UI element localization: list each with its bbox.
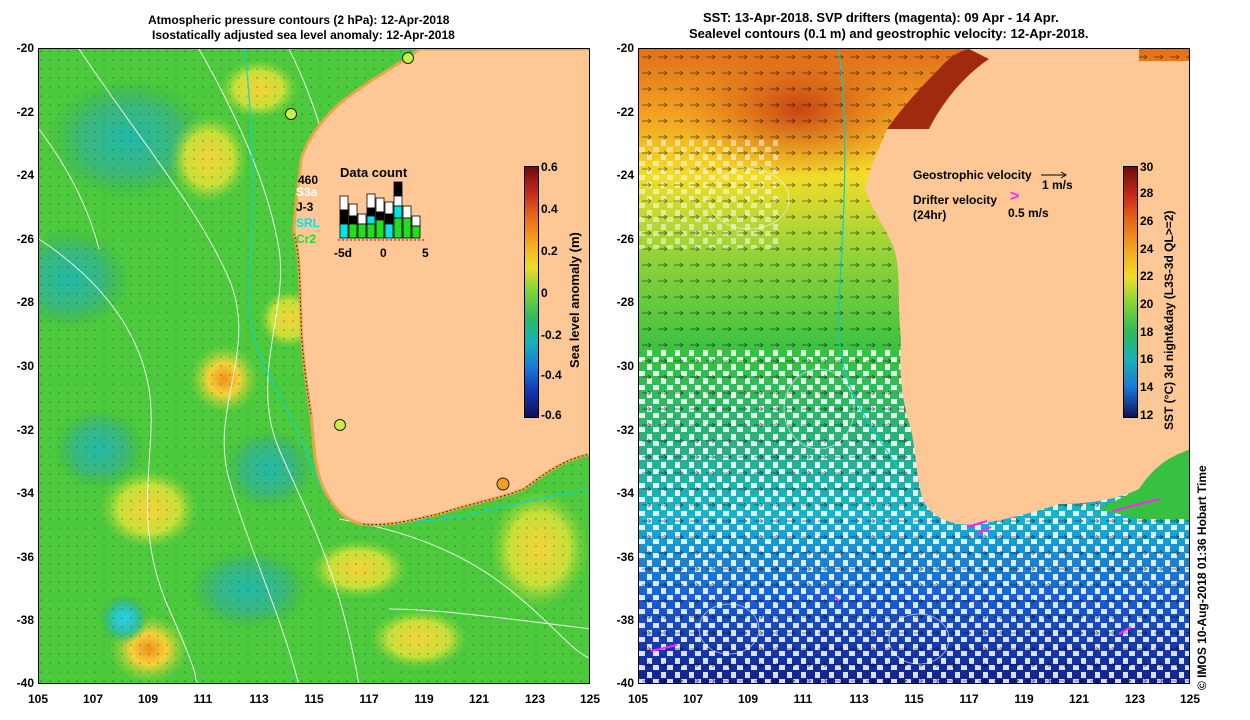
colorbar-tick: 24 (1140, 242, 1154, 256)
colorbar-tick: -0.2 (541, 328, 562, 342)
colorbar-tick: 14 (1140, 380, 1154, 394)
left-y-tick: -28 (16, 295, 34, 309)
left-x-tick: 119 (414, 692, 434, 706)
sea-level-colorbar (524, 166, 539, 418)
right-x-tick: 113 (849, 692, 869, 706)
right-x-tick: 123 (1124, 692, 1146, 706)
right-y-tick: -40 (616, 676, 634, 690)
drifter-arrow-icon: > (1010, 188, 1020, 205)
right-y-tick: -34 (616, 486, 634, 500)
left-y-tick: -34 (16, 486, 34, 500)
right-x-tick: 111 (793, 692, 813, 706)
sst-map (638, 48, 1190, 684)
data-count-title: Data count (340, 165, 408, 180)
right-x-tick: 125 (1179, 692, 1201, 706)
drifter-velocity-label: Drifter velocity (913, 193, 998, 207)
colorbar-tick: -0.4 (541, 368, 562, 382)
satellite-s3a: S3a (296, 185, 318, 199)
right-x-tick: 105 (627, 692, 649, 706)
colorbar-tick: 0.2 (541, 244, 558, 258)
left-y-tick: -22 (16, 105, 34, 119)
left-x-tick: 117 (359, 692, 379, 706)
left-x-tick: 125 (579, 692, 601, 706)
right-title-line-1: SST: 13-Apr-2018. SVP drifters (magenta)… (703, 10, 1059, 25)
drifter-velocity-period: (24hr) (913, 208, 947, 222)
colorbar-tick: 12 (1140, 408, 1154, 422)
histogram-x-label: 5 (422, 246, 429, 260)
right-y-tick: -24 (616, 168, 634, 182)
right-title-line-2: Sealevel contours (0.1 m) and geostrophi… (689, 26, 1089, 41)
tide-gauge-marker (402, 52, 414, 64)
sea-level-colorbar-label: Sea level anomaly (m) (567, 232, 582, 368)
tide-gauge-marker (334, 419, 346, 431)
right-x-tick: 119 (1014, 692, 1034, 706)
right-y-tick: -32 (616, 423, 634, 437)
tide-gauge-marker (285, 108, 297, 120)
histogram-x-label: -5d (334, 246, 352, 260)
left-y-tick: -36 (16, 550, 34, 564)
colorbar-tick: 20 (1140, 297, 1154, 311)
left-x-tick: 121 (468, 692, 490, 706)
histogram-x-label: 0 (380, 246, 387, 260)
sst-colorbar (1123, 166, 1138, 418)
right-y-tick: -30 (616, 359, 634, 373)
right-x-tick: 115 (904, 692, 924, 706)
sst-map-graphic (639, 49, 1189, 683)
right-y-tick: -20 (616, 41, 634, 55)
satellite-srl: SRL (296, 216, 320, 230)
left-y-tick: -24 (16, 168, 34, 182)
colorbar-tick: 0.4 (541, 202, 558, 216)
drifter-tracks (650, 498, 1160, 652)
left-x-tick: 107 (82, 692, 104, 706)
colorbar-tick: 0 (541, 286, 548, 300)
colorbar-tick: 16 (1140, 352, 1154, 366)
drifter-velocity-unit: 0.5 m/s (1008, 206, 1049, 220)
geostrophic-arrow-icon (1041, 171, 1067, 179)
left-y-tick: -26 (16, 232, 34, 246)
left-y-tick: -20 (16, 41, 34, 55)
colorbar-tick: -0.6 (541, 408, 562, 422)
left-x-tick: 111 (193, 692, 213, 706)
colorbar-tick: 22 (1140, 269, 1154, 283)
right-y-tick: -36 (616, 550, 634, 564)
data-count-histogram (338, 181, 424, 241)
imos-credit: © IMOS 10-Aug-2018 01:36 Hobart Time (1195, 465, 1209, 690)
left-y-tick: -30 (16, 359, 34, 373)
colorbar-tick: 0.6 (541, 160, 558, 174)
colorbar-tick: 30 (1140, 160, 1154, 174)
left-y-tick: -32 (16, 423, 34, 437)
left-x-tick: 105 (27, 692, 49, 706)
colorbar-tick: 28 (1140, 186, 1154, 200)
tide-gauge-marker (496, 477, 510, 491)
satellite-j3: J-3 (296, 200, 314, 214)
right-x-tick: 107 (682, 692, 704, 706)
right-y-tick: -28 (616, 295, 634, 309)
geostrophic-velocity-unit: 1 m/s (1042, 178, 1073, 192)
geostrophic-velocity-label: Geostrophic velocity (913, 168, 1032, 182)
satellite-cr2: Cr2 (296, 232, 317, 246)
right-y-tick: -26 (616, 232, 634, 246)
left-title-line-1: Atmospheric pressure contours (2 hPa): 1… (148, 13, 450, 27)
left-x-tick: 115 (304, 692, 324, 706)
right-x-tick: 117 (959, 692, 979, 706)
right-y-tick: -38 (616, 613, 634, 627)
sea-level-map-graphic (39, 49, 589, 683)
colorbar-tick: 26 (1140, 214, 1154, 228)
left-x-tick: 123 (524, 692, 546, 706)
sea-level-anomaly-map (38, 48, 590, 684)
sst-colorbar-label: SST (°C) 3d night&day (L3S-3d QL>=2) (1162, 210, 1176, 431)
left-title-line-2: Isostatically adjusted sea level anomaly… (152, 28, 455, 42)
left-x-tick: 109 (137, 692, 159, 706)
right-x-tick: 121 (1068, 692, 1090, 706)
right-x-tick: 109 (737, 692, 759, 706)
right-y-tick: -22 (616, 105, 634, 119)
left-x-tick: 113 (249, 692, 269, 706)
data-count-total: 460 (298, 173, 319, 187)
colorbar-tick: 18 (1140, 325, 1154, 339)
left-y-tick: -38 (16, 613, 34, 627)
left-y-tick: -40 (16, 676, 34, 690)
